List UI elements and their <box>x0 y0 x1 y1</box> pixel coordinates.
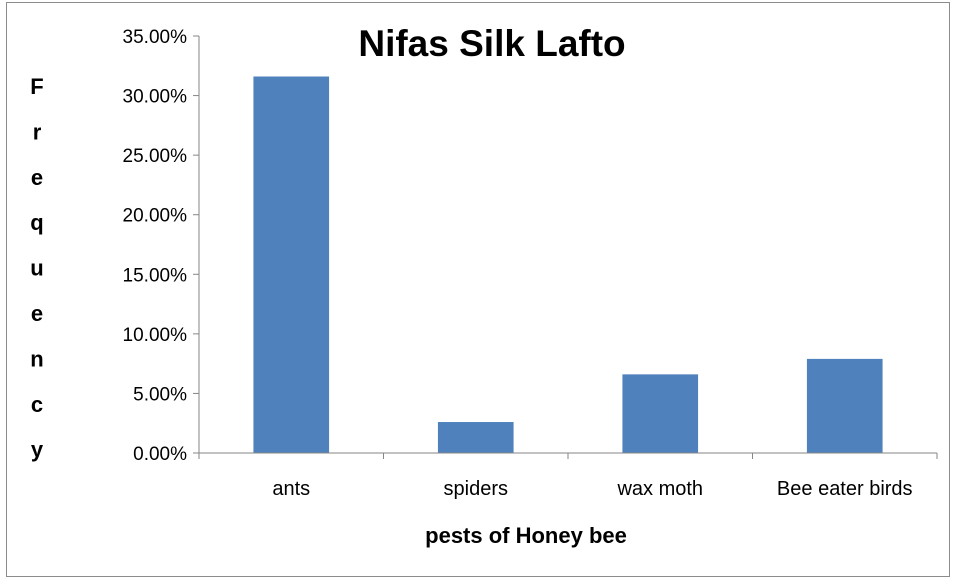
y-axis: 0.00% 5.00% 10.00% 15.00% 20.00% 25.00% 30.00%… <box>123 27 200 465</box>
bar-wax-moth <box>622 374 699 453</box>
bars <box>253 76 883 453</box>
y-tick-label: 15.00% <box>123 265 188 286</box>
y-tick-label: 20.00% <box>123 206 188 227</box>
x-category-label: spiders <box>444 478 508 500</box>
y-tick-label: 25.00% <box>123 146 188 167</box>
bar-spiders <box>437 422 514 453</box>
y-tick-label: 30.00% <box>123 87 188 108</box>
chart-frame <box>6 2 950 577</box>
y-tick-label: 0.00% <box>133 444 187 465</box>
x-axis-title: pests of Honey bee <box>425 523 627 548</box>
x-category-label: ants <box>272 478 310 500</box>
y-tick-label: 5.00% <box>133 384 187 405</box>
x-axis: ants spiders wax moth Bee eater birds <box>198 452 938 500</box>
bar-bee-eater-birds <box>806 358 883 453</box>
y-tick-label: 35.00% <box>123 27 188 48</box>
x-category-label: Bee eater birds <box>777 478 913 500</box>
chart-title: Nifas Silk Lafto <box>358 23 625 64</box>
x-category-label: wax moth <box>616 478 703 500</box>
bar-ants <box>253 76 330 453</box>
y-tick-label: 10.00% <box>123 325 188 346</box>
